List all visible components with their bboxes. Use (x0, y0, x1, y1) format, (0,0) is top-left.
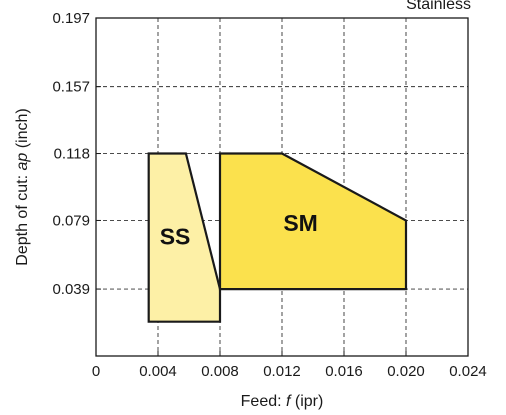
x-axis-title-suffix: (ipr) (290, 393, 323, 410)
y-tick-label-2: 0.118 (54, 146, 90, 163)
x-tick-label-0: 0 (92, 363, 100, 380)
x-tick-label-4: 0.016 (325, 363, 363, 380)
x-tick-label-3: 0.012 (263, 363, 301, 380)
y-tick-label-0: 0.039 (52, 281, 90, 298)
x-axis-title-symbol: f (286, 393, 292, 410)
y-axis-title-symbol: ap (14, 153, 31, 171)
x-axis-title-prefix: Feed: (241, 393, 286, 410)
x-axis-title: Feed: f (ipr) (241, 393, 324, 410)
x-tick-label-5: 0.020 (387, 363, 425, 380)
y-axis-title-prefix: Depth of cut: (14, 171, 31, 266)
region-ss (147, 152, 222, 323)
y-tick-label-4: 0.197 (52, 10, 90, 27)
region-label-ss: SS (160, 223, 191, 249)
region-label-sm: SM (283, 210, 318, 236)
tick-layer: 0 0.004 0.008 0.012 0.016 0.020 0.024 0.039 0.07… (52, 10, 486, 380)
x-tick-label-1: 0.004 (139, 363, 177, 380)
y-axis-title: Depth of cut: ap (inch) (14, 108, 31, 265)
y-axis-title-suffix: (inch) (14, 108, 31, 152)
y-tick-label-3: 0.157 (52, 79, 90, 96)
y-tick-label-1: 0.079 (52, 212, 90, 229)
region-sm (218, 152, 408, 291)
region-layer: SS SM (147, 152, 408, 323)
corner-label: Stainless (406, 0, 471, 13)
x-tick-label-2: 0.008 (201, 363, 239, 380)
x-tick-label-6: 0.024 (449, 363, 487, 380)
